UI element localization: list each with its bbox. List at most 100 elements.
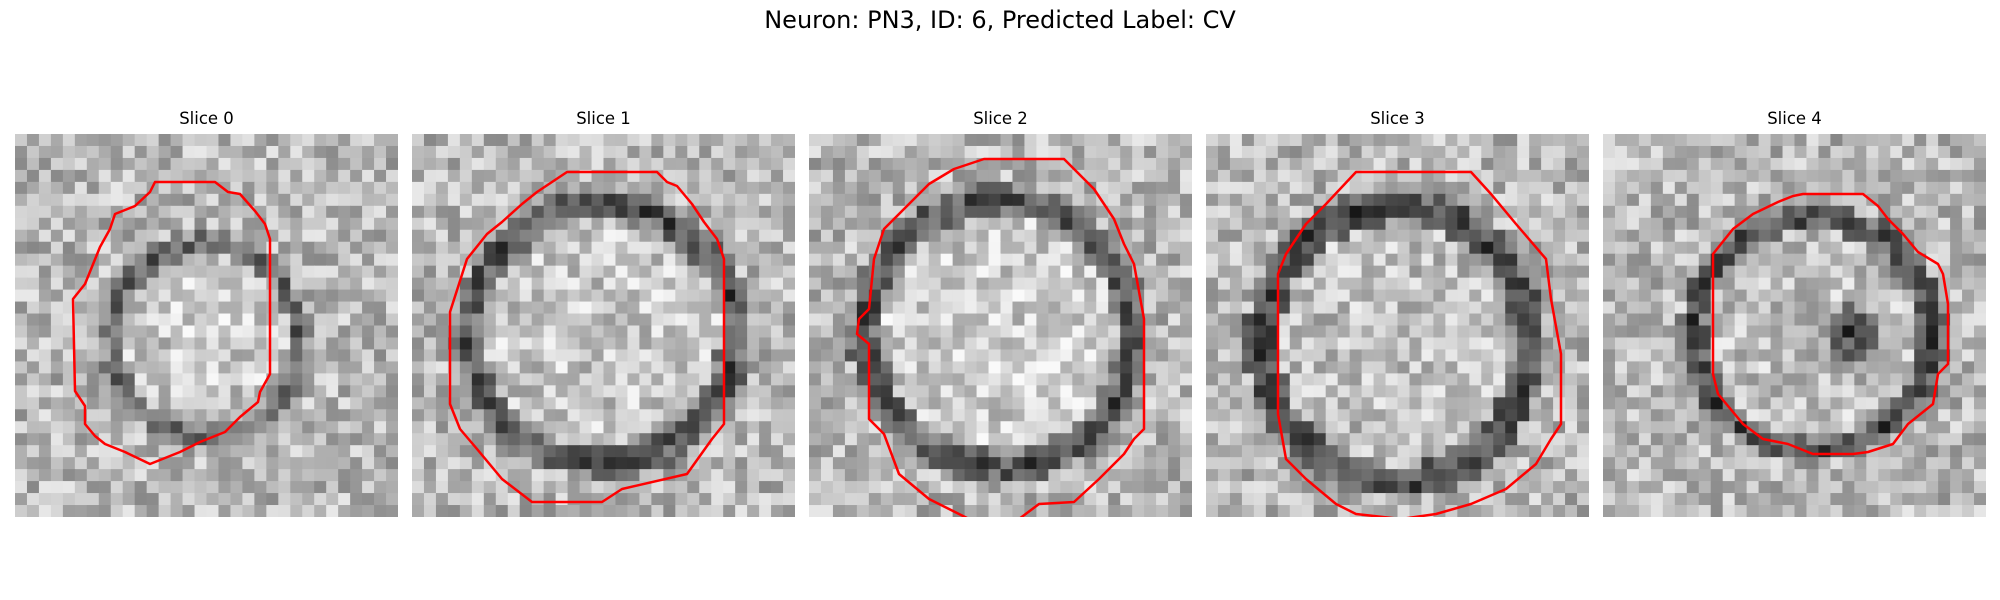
pixel (1265, 469, 1279, 482)
pixel (194, 409, 208, 422)
pixel (1229, 421, 1243, 434)
pixel (38, 337, 52, 351)
pixel (820, 253, 834, 267)
pixel (1313, 134, 1327, 147)
pixel (711, 325, 724, 339)
pixel (940, 253, 954, 267)
pixel (1120, 277, 1133, 291)
pixel (507, 385, 521, 398)
pixel (1144, 289, 1157, 303)
pixel (1529, 445, 1542, 458)
pixel (182, 409, 196, 422)
pixel (1457, 445, 1470, 458)
pixel (86, 361, 100, 374)
pixel (1337, 433, 1351, 446)
pixel (1361, 493, 1375, 506)
pixel (1577, 373, 1589, 386)
pixel (1301, 349, 1315, 363)
pixel (856, 277, 870, 291)
pixel (519, 349, 533, 363)
pixel (1000, 301, 1014, 315)
pixel (1325, 277, 1339, 291)
pixel (1024, 134, 1038, 147)
pixel (1084, 325, 1097, 339)
pixel (1301, 253, 1315, 267)
pixel (1938, 421, 1951, 434)
pixel (62, 421, 76, 434)
pixel (1926, 277, 1939, 291)
pixel (146, 433, 160, 446)
pixel (447, 493, 461, 506)
pixel (1060, 469, 1073, 482)
pixel (1024, 373, 1038, 386)
pixel (1373, 265, 1387, 279)
pixel (1096, 134, 1109, 147)
pixel (844, 481, 858, 494)
pixel (423, 145, 437, 159)
pixel (182, 265, 196, 279)
pixel (218, 445, 232, 458)
pixel (916, 313, 930, 327)
pixel (1289, 337, 1303, 351)
pixel (1206, 169, 1219, 183)
pixel (809, 493, 822, 506)
pixel (290, 265, 303, 279)
pixel (663, 265, 676, 279)
pixel (783, 181, 795, 195)
pixel (759, 253, 772, 267)
pixel (278, 481, 291, 494)
pixel (651, 337, 664, 351)
pixel (663, 445, 676, 458)
pixel (170, 349, 184, 363)
pixel (1433, 493, 1446, 506)
pixel (904, 361, 918, 374)
pixel (412, 277, 425, 291)
pixel (302, 193, 315, 207)
pixel (603, 457, 617, 470)
pixel (158, 493, 172, 506)
pixel (1180, 253, 1192, 267)
pixel (1445, 373, 1458, 386)
pixel (447, 265, 461, 279)
pixel (1337, 469, 1351, 482)
pixel (687, 169, 700, 183)
pixel (1529, 361, 1542, 374)
pixel (1409, 229, 1423, 243)
pixel (651, 217, 664, 231)
pixel (747, 289, 760, 303)
pixel (1565, 493, 1578, 506)
pixel (1241, 289, 1255, 303)
pixel (495, 169, 509, 183)
pixel (904, 505, 918, 517)
pixel (338, 325, 351, 339)
pixel (146, 397, 160, 410)
pixel (290, 205, 303, 219)
pixel (892, 505, 906, 517)
pixel (1156, 397, 1169, 410)
pixel (374, 217, 387, 231)
pixel (1180, 277, 1192, 291)
pixel (1397, 445, 1411, 458)
pixel (459, 433, 473, 446)
pixel (543, 397, 557, 410)
pixel (844, 469, 858, 482)
pixel (1866, 421, 1879, 434)
pixel (110, 421, 124, 434)
pixel (1565, 229, 1578, 243)
pixel (639, 445, 652, 458)
pixel (1265, 277, 1279, 291)
pixel (1603, 289, 1616, 303)
pixel (1421, 253, 1435, 267)
pixel (1277, 169, 1291, 183)
pixel (880, 253, 894, 267)
pixel (663, 229, 676, 243)
pixel (1974, 181, 1986, 195)
pixel (1614, 313, 1628, 327)
pixel (747, 373, 760, 386)
pixel (1397, 134, 1411, 147)
slice-0-title: Slice 0 (179, 109, 234, 128)
pixel (1950, 181, 1963, 195)
pixel (820, 181, 834, 195)
pixel (435, 481, 449, 494)
pixel (531, 277, 545, 291)
